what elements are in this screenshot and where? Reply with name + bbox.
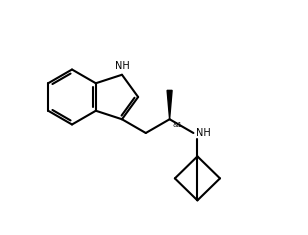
Text: &1: &1: [172, 122, 183, 128]
Text: NH: NH: [115, 61, 129, 71]
Text: NH: NH: [197, 128, 211, 138]
Polygon shape: [167, 90, 172, 119]
